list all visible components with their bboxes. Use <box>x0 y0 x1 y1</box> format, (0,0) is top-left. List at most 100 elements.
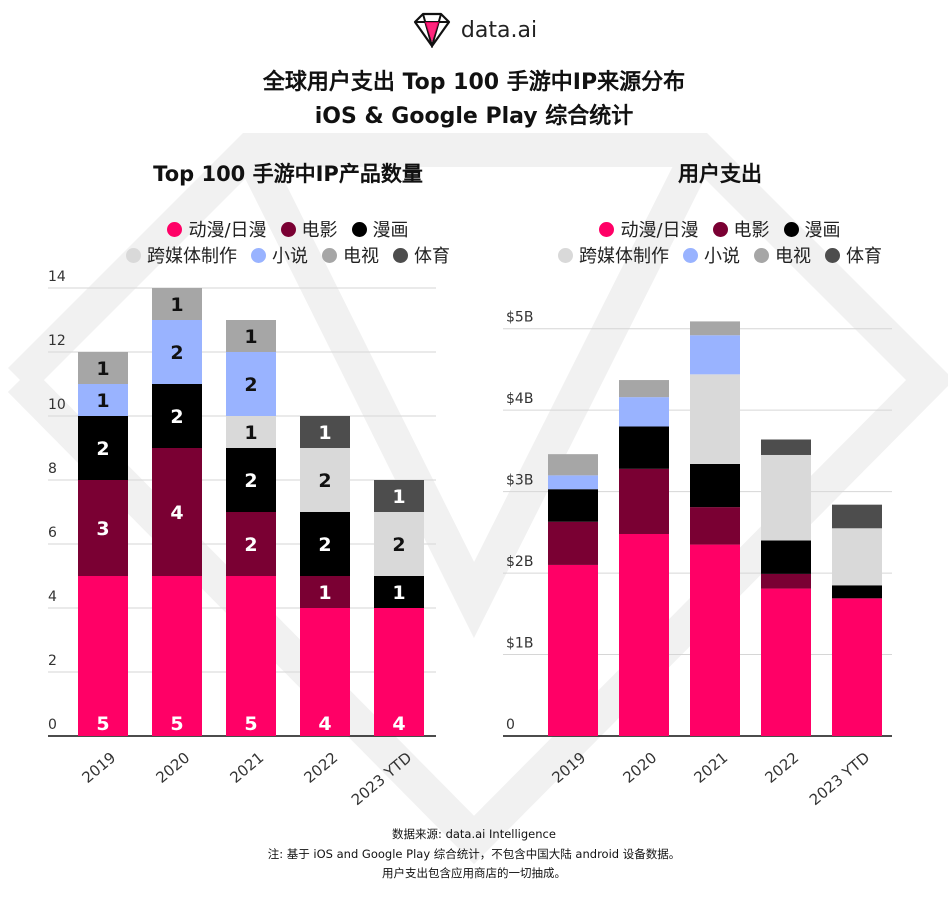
bar-segment <box>619 468 669 534</box>
data-label: 1 <box>244 422 257 444</box>
data-label: 2 <box>96 438 109 460</box>
bar-segment <box>374 480 424 512</box>
legend-item-comic: 漫画 <box>351 216 409 242</box>
bar-segment <box>152 448 202 576</box>
legend-swatch <box>126 247 141 263</box>
bar-segment <box>690 463 740 508</box>
right-legend-row1: 动漫/日漫 电影 漫画 <box>520 216 920 242</box>
bar-segment <box>374 608 424 736</box>
legend-item-movie: 电影 <box>280 216 338 242</box>
right-legend-row2: 跨媒体制作 小说 电视 体育 <box>520 242 920 268</box>
legend-label: 漫画 <box>804 220 841 241</box>
x-tick-label: 2021 <box>226 748 267 786</box>
bar-segment <box>548 454 598 476</box>
y-tick-label: 2 <box>48 653 57 669</box>
bar-segment <box>548 521 598 565</box>
bar-segment <box>300 608 350 736</box>
bar-segment <box>374 576 424 608</box>
x-tick-label: 2023 YTD <box>348 748 415 809</box>
legend-item-tv: 电视 <box>322 242 379 268</box>
bar-segment <box>832 585 882 599</box>
bar-segment <box>152 384 202 448</box>
left-chart-title: Top 100 手游中IP产品数量 <box>153 162 423 186</box>
legend-label: 动漫/日漫 <box>188 220 267 241</box>
legend-swatch <box>825 247 840 263</box>
bar-segment <box>832 598 882 736</box>
legend-swatch <box>322 247 337 263</box>
legend-item-crossmedia: 跨媒体制作 <box>126 242 237 268</box>
bar-segment <box>761 439 811 455</box>
data-label: 5 <box>96 713 109 735</box>
bar-segment <box>690 507 740 545</box>
brand-name: data.ai <box>460 17 538 43</box>
bar-segment <box>78 384 128 416</box>
bar-segment <box>152 288 202 320</box>
legend-swatch <box>167 221 183 237</box>
legend-label: 体育 <box>414 246 450 267</box>
legend-label: 电影 <box>301 220 338 241</box>
main-title-line1: 全球用户支出 Top 100 手游中IP来源分布 <box>262 70 686 95</box>
bar-segment <box>78 416 128 480</box>
y-tick-label: 6 <box>48 525 57 541</box>
bar-segment <box>374 512 424 576</box>
bar-segment <box>300 448 350 512</box>
footer-source: 数据来源: data.ai Intelligence <box>392 827 556 841</box>
data-label: 1 <box>318 582 331 604</box>
bar-segment <box>548 489 598 522</box>
data-label: 4 <box>392 713 405 735</box>
bar-segment <box>619 533 669 736</box>
bar-segment <box>152 320 202 384</box>
y-tick-label: 10 <box>48 397 66 413</box>
data-label: 5 <box>170 713 183 735</box>
bar-segment <box>226 320 276 352</box>
bar-segment <box>300 416 350 448</box>
y-tick-label: $2B <box>506 554 533 570</box>
data-label: 1 <box>392 486 405 508</box>
legend-swatch <box>393 247 408 263</box>
data-label: 2 <box>244 374 257 396</box>
data-label: 2 <box>170 342 183 364</box>
legend-swatch <box>683 247 698 263</box>
brand-header: data.ai <box>0 8 948 52</box>
bar-segment <box>761 573 811 589</box>
legend-item-tv: 电视 <box>754 242 811 268</box>
data-label: 4 <box>170 502 183 524</box>
bar-segment <box>761 540 811 574</box>
footer-note: 注: 基于 iOS and Google Play 综合统计，不包含中国大陆 a… <box>267 847 681 861</box>
data-label: 1 <box>96 390 109 412</box>
y-tick-label: $3B <box>506 473 533 489</box>
y-tick-label: $1B <box>506 636 533 652</box>
y-tick-label: 8 <box>48 461 57 477</box>
x-tick-label: 2020 <box>152 748 193 786</box>
left-legend-row1: 动漫/日漫 电影 漫画 <box>68 216 508 242</box>
x-tick-label: 2023 YTD <box>806 748 873 809</box>
bar-segment <box>78 576 128 736</box>
y-tick-label: 12 <box>48 333 66 349</box>
bar-segment <box>690 335 740 375</box>
y-tick-label: 0 <box>506 717 515 733</box>
data-label: 3 <box>96 518 109 540</box>
bar-segment <box>761 588 811 736</box>
y-tick-label: 0 <box>48 717 57 733</box>
x-tick-label: 2019 <box>548 748 589 786</box>
bar-segment <box>690 321 740 336</box>
y-tick-label: $5B <box>506 310 533 326</box>
legend-item-movie: 电影 <box>712 216 770 242</box>
bar-segment <box>619 426 669 469</box>
legend-label: 电视 <box>775 246 811 267</box>
bar-segment <box>619 380 669 398</box>
y-tick-label: 4 <box>48 589 57 605</box>
legend-item-novel: 小说 <box>251 242 308 268</box>
x-tick-label: 2020 <box>619 748 660 786</box>
legend-item-novel: 小说 <box>683 242 740 268</box>
legend-swatch <box>754 247 769 263</box>
x-tick-label: 2019 <box>78 748 119 786</box>
legend-swatch <box>599 221 615 237</box>
legend-label: 电视 <box>343 246 379 267</box>
legend-swatch <box>712 221 728 237</box>
legend-item-crossmedia: 跨媒体制作 <box>558 242 669 268</box>
data-label: 1 <box>170 294 183 316</box>
bar-segment <box>548 564 598 736</box>
data-label: 2 <box>318 470 331 492</box>
bar-segment <box>300 512 350 576</box>
